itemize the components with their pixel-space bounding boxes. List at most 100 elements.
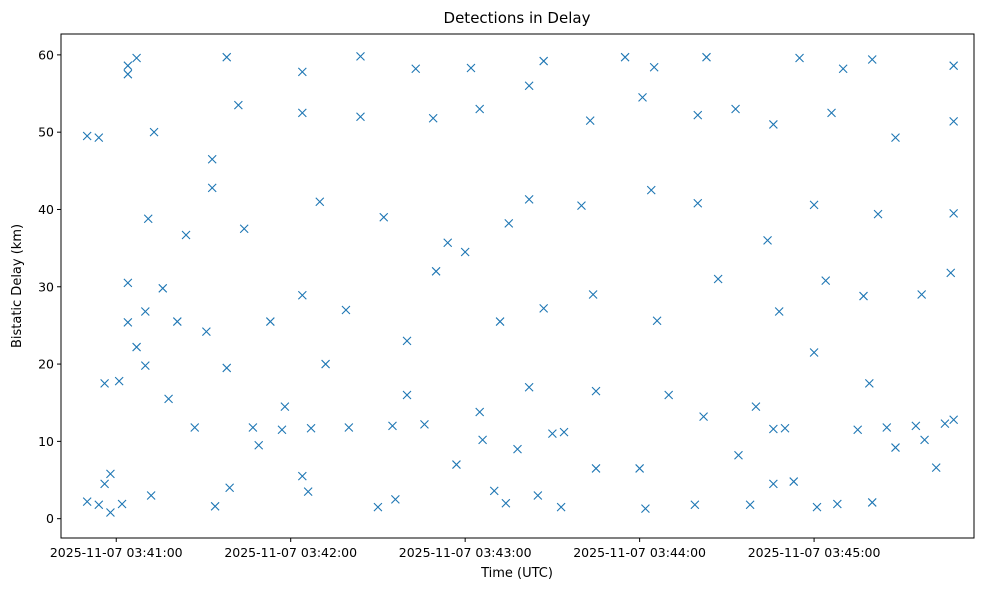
data-point	[949, 208, 959, 218]
data-point	[431, 266, 441, 276]
data-point	[524, 81, 534, 91]
data-point	[513, 444, 522, 454]
x-tick-label: 2025-11-07 03:41:00	[50, 545, 183, 560]
data-point	[931, 463, 941, 473]
data-point	[827, 108, 836, 118]
y-tick-label: 40	[38, 202, 54, 217]
data-point	[620, 52, 630, 62]
data-point	[649, 62, 659, 72]
chart-title: Detections in Delay	[444, 9, 591, 27]
data-point	[239, 224, 249, 234]
x-tick-label: 2025-11-07 03:45:00	[748, 545, 881, 560]
data-point	[164, 394, 173, 404]
data-point	[210, 501, 220, 511]
data-point	[780, 423, 790, 433]
data-point	[344, 423, 354, 432]
data-point	[181, 230, 191, 240]
data-point	[106, 469, 115, 479]
data-point	[297, 471, 307, 481]
data-point	[745, 500, 755, 510]
data-point	[809, 200, 819, 210]
data-point	[277, 425, 287, 435]
data-point	[341, 305, 351, 315]
data-point	[190, 423, 200, 432]
data-point	[664, 390, 674, 400]
data-point	[504, 218, 514, 228]
data-point	[280, 402, 290, 411]
data-point	[920, 435, 929, 445]
data-point	[789, 477, 799, 486]
data-point	[143, 214, 153, 224]
data-point	[420, 419, 429, 429]
data-point	[859, 291, 868, 301]
data-point	[891, 133, 900, 142]
data-point	[123, 317, 133, 327]
data-point	[946, 268, 956, 278]
y-tick-label: 30	[38, 279, 54, 294]
data-point	[838, 64, 848, 74]
data-point	[809, 348, 819, 357]
data-point	[356, 112, 365, 122]
data-point	[533, 491, 543, 500]
y-axis-label: Bistatic Delay (km)	[10, 224, 25, 348]
data-point	[864, 379, 874, 388]
data-point	[713, 274, 723, 284]
data-point	[123, 61, 133, 71]
data-point	[585, 116, 595, 125]
data-point	[949, 415, 959, 425]
data-point	[207, 183, 217, 193]
data-point	[388, 421, 397, 431]
data-point	[812, 502, 822, 512]
data-point	[225, 483, 235, 493]
data-point	[949, 116, 959, 126]
data-point	[82, 131, 92, 141]
data-point	[635, 464, 645, 473]
data-point	[690, 500, 700, 510]
data-point	[911, 421, 921, 431]
x-axis-label: Time (UTC)	[480, 566, 553, 581]
data-point	[693, 110, 703, 120]
data-point	[768, 120, 778, 129]
data-point	[475, 407, 485, 417]
data-point	[867, 55, 877, 64]
data-point	[731, 104, 740, 114]
data-point	[768, 479, 778, 489]
data-point	[917, 290, 927, 299]
data-point	[495, 317, 505, 326]
x-tick-label: 2025-11-07 03:43:00	[399, 545, 532, 560]
data-point	[402, 390, 412, 400]
data-point	[265, 317, 275, 326]
data-point	[356, 52, 365, 61]
data-point	[306, 423, 316, 433]
data-point	[882, 423, 892, 432]
data-point	[751, 402, 761, 411]
data-points	[82, 52, 959, 517]
data-point	[379, 212, 389, 222]
data-point	[233, 100, 243, 110]
data-point	[373, 502, 383, 512]
data-point	[297, 67, 307, 77]
y-tick-label: 50	[38, 125, 54, 140]
x-axis: 2025-11-07 03:41:00 2025-11-07 03:42:00 20…	[50, 538, 881, 560]
data-point	[411, 64, 421, 74]
data-point	[303, 487, 313, 497]
data-point	[853, 425, 863, 435]
data-point	[774, 307, 784, 316]
data-point	[475, 104, 485, 114]
y-tick-label: 60	[38, 47, 54, 62]
data-point	[100, 479, 110, 489]
data-point	[140, 307, 150, 316]
data-point	[524, 382, 534, 392]
data-point	[460, 247, 470, 257]
data-point	[478, 435, 487, 445]
data-point	[222, 52, 232, 62]
data-point	[428, 113, 438, 123]
data-point	[652, 316, 662, 326]
data-point	[539, 304, 549, 313]
data-point	[117, 499, 127, 509]
data-point	[940, 419, 950, 428]
data-point	[207, 154, 217, 164]
data-point	[172, 317, 182, 326]
data-point	[591, 464, 601, 473]
data-point	[254, 440, 264, 450]
